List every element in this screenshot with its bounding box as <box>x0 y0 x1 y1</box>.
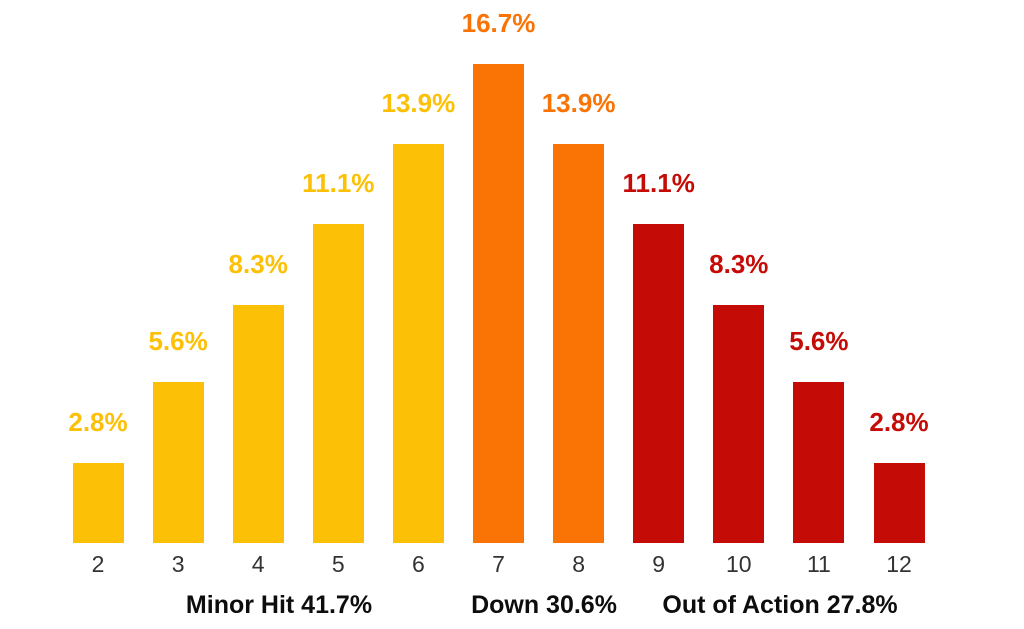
group-label-out-of-action: Out of Action 27.8% <box>662 591 898 619</box>
group-label-minor-hit: Minor Hit 41.7% <box>185 591 373 619</box>
x-tick-4: 4 <box>251 551 265 577</box>
bar-9 <box>633 224 685 543</box>
bar-5 <box>312 224 364 543</box>
bar-2 <box>72 463 124 543</box>
x-tick-12: 12 <box>886 551 912 577</box>
bar-6 <box>392 144 444 543</box>
x-tick-7: 7 <box>492 551 505 577</box>
bar-4 <box>232 305 284 543</box>
value-label-7: 16.7% <box>461 8 536 38</box>
x-tick-3: 3 <box>171 551 185 577</box>
value-label-5: 11.1% <box>302 168 375 198</box>
x-tick-10: 10 <box>726 551 752 577</box>
value-label-3: 5.6% <box>148 326 208 356</box>
bar-12 <box>873 463 925 543</box>
value-label-2: 2.8% <box>68 407 128 437</box>
x-tick-6: 6 <box>411 551 425 577</box>
group-label-down: Down 30.6% <box>471 591 617 619</box>
value-label-12: 2.8% <box>869 407 929 437</box>
bar-8 <box>553 144 605 543</box>
x-tick-11: 11 <box>806 551 831 577</box>
value-label-6: 13.9% <box>381 88 456 118</box>
x-tick-5: 5 <box>331 551 345 577</box>
value-label-11: 5.6% <box>789 326 849 356</box>
bar-11 <box>793 382 845 543</box>
bar-7 <box>473 64 524 543</box>
x-tick-2: 2 <box>91 551 105 577</box>
x-tick-8: 8 <box>572 551 585 577</box>
value-label-10: 8.3% <box>709 249 769 279</box>
value-label-4: 8.3% <box>228 249 288 279</box>
bar-10 <box>713 305 765 543</box>
x-tick-9: 9 <box>652 551 666 577</box>
bar-3 <box>152 382 204 543</box>
value-label-9: 11.1% <box>622 168 695 198</box>
value-label-8: 13.9% <box>541 88 616 118</box>
